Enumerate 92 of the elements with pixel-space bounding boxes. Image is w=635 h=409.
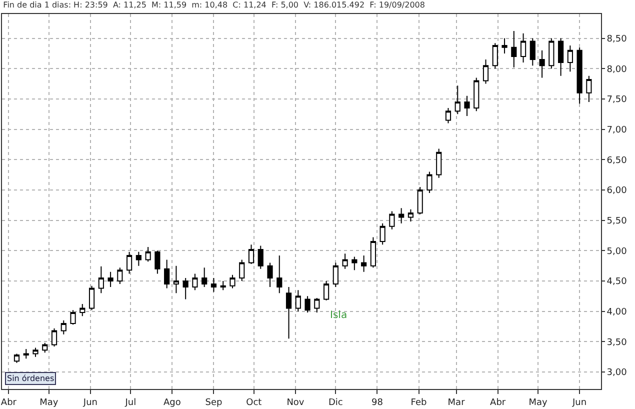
x-tick-label: Jun (82, 398, 98, 408)
candlestick (511, 30, 517, 68)
candlestick (136, 251, 142, 266)
candlestick (192, 273, 198, 291)
x-tick-label: Abr (0, 398, 17, 408)
y-tick-label: 8,50 (606, 34, 628, 44)
x-tick-label: Jun (572, 398, 587, 408)
y-tick-label: 6,50 (606, 156, 628, 166)
candlestick (474, 77, 480, 112)
x-tick-label: May (528, 398, 548, 408)
candlestick (88, 285, 95, 311)
x-tick-label: Ago (163, 398, 182, 408)
x-tick-label: May (40, 398, 59, 408)
candlestick (239, 259, 245, 282)
candlestick (248, 244, 254, 264)
candlestick (304, 296, 310, 314)
candlestick (117, 267, 123, 285)
candlestick (586, 75, 592, 102)
y-tick-label: 7,50 (606, 95, 628, 106)
candlestick (380, 222, 386, 246)
candlestick (42, 342, 48, 354)
candlestick (323, 280, 330, 301)
x-tick-label: Dic (328, 398, 343, 408)
candlestick (276, 255, 282, 294)
y-tick-label: 5,00 (606, 246, 628, 257)
candlestick (126, 251, 132, 274)
candlestick (108, 271, 114, 288)
annotation: Sin órdenes (7, 374, 54, 383)
candlestick (258, 245, 264, 270)
annotation: Isla (330, 310, 348, 321)
x-tick-label: 98 (371, 398, 384, 408)
candlestick (445, 108, 452, 124)
candlestick (286, 286, 292, 340)
y-tick-label: 3,50 (606, 338, 628, 348)
candlestick (464, 95, 470, 116)
candlestick (70, 310, 76, 326)
candlestick (389, 210, 395, 230)
x-tick-label: Feb (410, 398, 428, 408)
candlestick (230, 274, 236, 289)
x-tick-label: Sep (205, 398, 222, 408)
candlestick (352, 256, 358, 271)
candlestick (417, 186, 423, 215)
candlestick (408, 208, 414, 222)
chart-title: Fin de dia 1 dias: H: 23:59 A: 11,25 M: 11,59 m: 10,48 C: 11,24 F: 5,00 V: 186.015.492 F: 19/09/2008 (3, 0, 425, 10)
candlestick (14, 353, 20, 364)
candlestick (520, 32, 526, 64)
x-tick-label: Jul (124, 398, 136, 408)
candlestick (398, 208, 404, 224)
y-tick-label: 4,50 (606, 277, 628, 288)
candlestick (436, 148, 442, 178)
candlestick (173, 265, 179, 294)
candlestick (342, 253, 348, 270)
candlestick (576, 46, 582, 104)
candlestick (60, 320, 66, 335)
candlestick (202, 267, 208, 288)
candlestick (220, 280, 226, 291)
candlestick (567, 45, 573, 72)
candlestick (210, 277, 217, 292)
candlestick (454, 85, 460, 115)
candlestick (539, 50, 545, 78)
candlestick (482, 59, 489, 84)
candlestick (80, 304, 86, 317)
candlestick (370, 236, 376, 268)
candlestick (182, 277, 188, 300)
candlestick (145, 246, 151, 262)
candlestick (267, 262, 273, 288)
candlestick (164, 259, 170, 289)
x-tick-label: Nov (286, 398, 305, 408)
candlestick (51, 328, 58, 348)
candlestick (548, 38, 554, 70)
y-tick-label: 5,50 (606, 216, 628, 226)
y-tick-label: 7,00 (606, 125, 628, 136)
candlestick (314, 297, 320, 314)
y-tick-label: 8,00 (606, 64, 628, 75)
candlestick (98, 266, 104, 294)
candlestick (332, 262, 338, 288)
x-tick-label: Mar (448, 398, 466, 408)
candlestick (502, 38, 508, 54)
candlestick (23, 348, 29, 360)
candlestick (295, 290, 301, 312)
x-tick-label: Abr (490, 398, 506, 408)
y-tick-label: 4,00 (606, 307, 628, 318)
x-tick-label: Oct (246, 398, 262, 408)
candlestick (558, 38, 564, 76)
candlestick (530, 38, 536, 66)
candlestick (361, 255, 367, 272)
y-tick-label: 3,00 (606, 368, 628, 378)
candlestick (492, 42, 498, 70)
y-tick-label: 6,00 (606, 186, 628, 196)
candlestick (32, 347, 38, 358)
candlestick (154, 250, 160, 274)
candlestick (426, 171, 432, 194)
